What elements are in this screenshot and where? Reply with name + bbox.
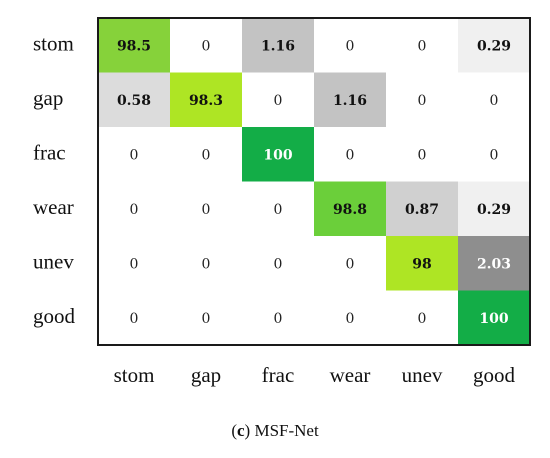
- matrix-cell: [314, 181, 386, 236]
- cell-value-label: 0: [274, 256, 283, 272]
- cell-value-label: 1.16: [261, 38, 295, 54]
- caption-close-paren: ): [244, 421, 251, 440]
- cell-value-label: 0: [202, 311, 211, 327]
- cell-value-label: 0: [202, 202, 211, 218]
- cell-value-label: 0: [418, 147, 427, 163]
- cell-value-label: 98.8: [333, 202, 367, 218]
- caption-text: MSF-Net: [250, 421, 319, 440]
- cell-value-label: 0: [346, 256, 355, 272]
- cell-value-label: 0: [130, 202, 139, 218]
- caption-open-paren: (: [231, 421, 237, 440]
- matrix-cell: [98, 72, 170, 127]
- row-label: unev: [33, 249, 74, 273]
- cell-value-label: 98.5: [117, 38, 151, 54]
- cell-value-label: 0: [346, 147, 355, 163]
- matrix-border: [97, 17, 531, 346]
- row-label: frac: [33, 140, 66, 164]
- row-label: stom: [33, 31, 74, 55]
- cell-value-label: 0: [418, 311, 427, 327]
- column-label: stom: [114, 363, 155, 387]
- matrix-cell: [458, 181, 530, 236]
- cell-value-label: 1.16: [333, 93, 367, 109]
- row-label: gap: [33, 86, 63, 110]
- cell-value-label: 0: [130, 311, 139, 327]
- matrix-cell: [314, 72, 386, 127]
- column-label: gap: [191, 363, 221, 387]
- cell-value-label: 0: [274, 93, 283, 109]
- column-label: wear: [330, 363, 371, 387]
- matrix-cell: [458, 236, 530, 291]
- matrix-cell: [170, 72, 242, 127]
- cell-value-label: 0: [490, 93, 499, 109]
- cell-value-label: 0: [130, 256, 139, 272]
- cell-value-label: 0.58: [117, 93, 151, 109]
- cell-value-label: 0: [490, 147, 499, 163]
- matrix-cell: [458, 290, 530, 345]
- figure-caption: (c) MSF-Net: [0, 421, 550, 441]
- cell-value-label: 0: [202, 38, 211, 54]
- cell-value-label: 0: [346, 38, 355, 54]
- cell-value-label: 98.3: [189, 93, 223, 109]
- confusion-matrix-chart: 98.5 0 1.16 0 0 0.29 0.58 98.3 0 1.16 0 0 0 0 100 0 0 0 0 0…: [33, 17, 531, 387]
- matrix-cell: [458, 18, 530, 73]
- cell-value-label: 0.29: [477, 38, 511, 54]
- cell-value-label: 100: [479, 311, 508, 327]
- matrix-cell: [242, 18, 314, 73]
- column-label: unev: [402, 363, 443, 387]
- cell-value-label: 0: [418, 93, 427, 109]
- matrix-cell: [242, 127, 314, 182]
- matrix-cell: [386, 236, 458, 291]
- cell-value-label: 0: [418, 38, 427, 54]
- cell-value-label: 2.03: [477, 256, 511, 272]
- cell-value-label: 0: [274, 311, 283, 327]
- row-label: good: [33, 304, 76, 328]
- cell-value-label: 0.29: [477, 202, 511, 218]
- cell-value-label: 0.87: [405, 202, 439, 218]
- cell-value-label: 0: [274, 202, 283, 218]
- matrix-cell: [98, 18, 170, 73]
- cell-value-label: 0: [202, 256, 211, 272]
- cell-value-label: 0: [346, 311, 355, 327]
- matrix-cell: [386, 181, 458, 236]
- column-label: good: [473, 363, 516, 387]
- cell-value-label: 0: [130, 147, 139, 163]
- row-label: wear: [33, 195, 74, 219]
- cell-value-label: 98: [412, 256, 431, 272]
- cell-value-label: 0: [202, 147, 211, 163]
- cell-value-label: 100: [263, 147, 292, 163]
- caption-letter: c: [236, 421, 245, 440]
- column-label: frac: [262, 363, 295, 387]
